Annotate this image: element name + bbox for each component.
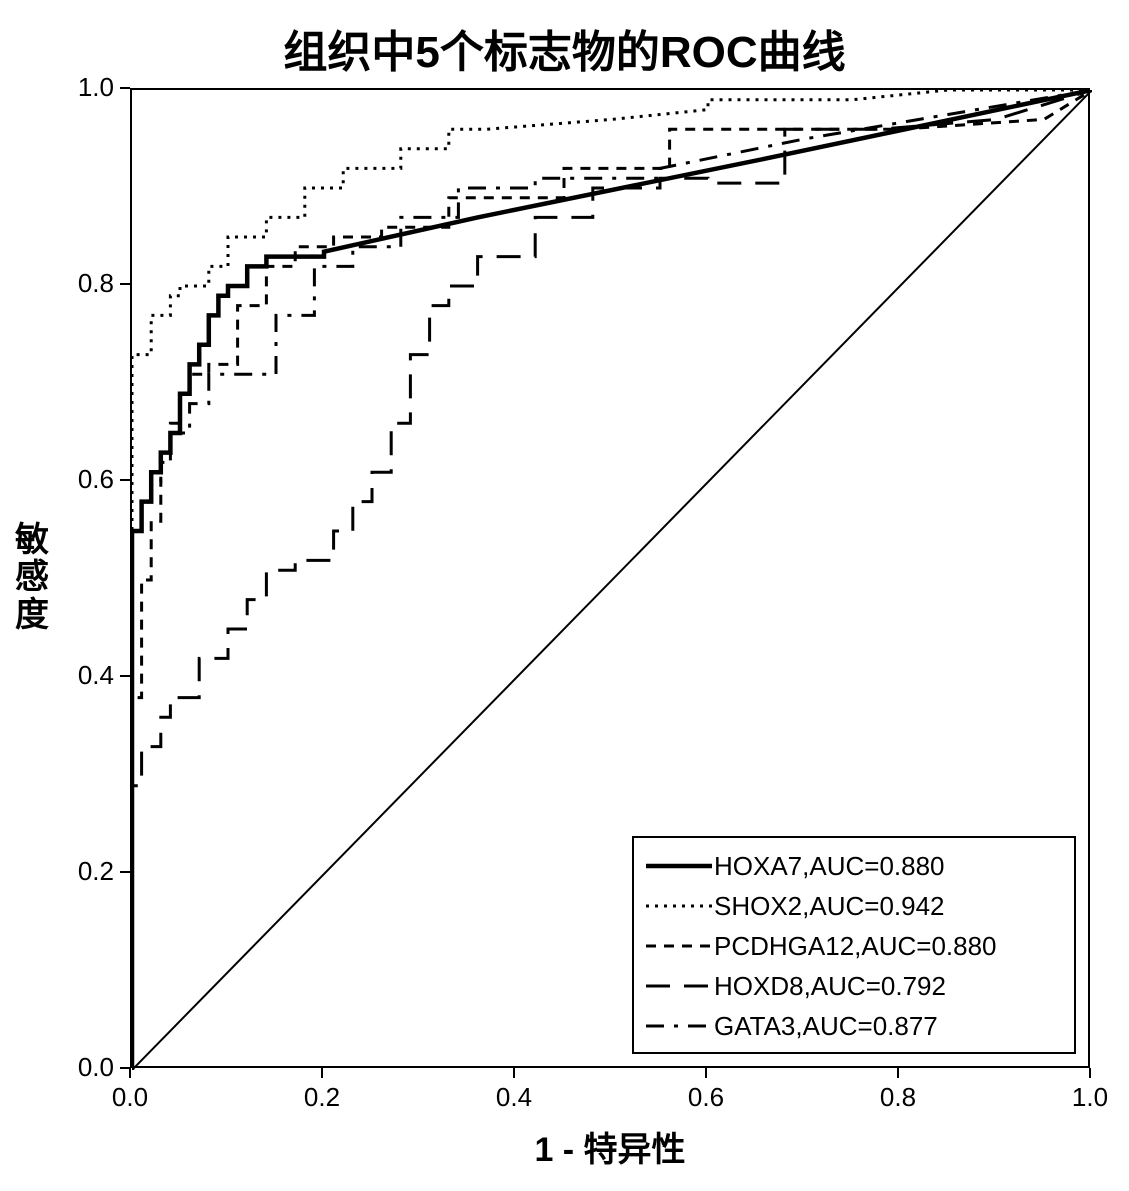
x-tick-mark — [513, 1068, 515, 1078]
legend-item-shox2: SHOX2,AUC=0.942 — [644, 886, 1064, 926]
legend-swatch-gata3 — [644, 1014, 714, 1038]
y-tick-label: 0.4 — [60, 660, 114, 691]
legend-swatch-hoxd8 — [644, 974, 714, 998]
x-tick-mark — [321, 1068, 323, 1078]
y-tick-label: 1.0 — [60, 72, 114, 103]
legend-swatch-hoxa7 — [644, 854, 714, 878]
legend-label-shox2: SHOX2,AUC=0.942 — [714, 891, 945, 922]
y-tick-mark — [120, 87, 130, 89]
x-tick-label: 0.6 — [676, 1082, 736, 1113]
x-axis-label: 1 - 特异性 — [130, 1122, 1090, 1171]
y-axis-label-char: 度 — [15, 596, 49, 634]
legend-item-gata3: GATA3,AUC=0.877 — [644, 1006, 1064, 1046]
y-tick-label: 0.2 — [60, 856, 114, 887]
x-tick-label: 0.0 — [100, 1082, 160, 1113]
y-tick-label: 0.8 — [60, 268, 114, 299]
y-tick-mark — [120, 675, 130, 677]
x-tick-mark — [705, 1068, 707, 1078]
legend: HOXA7,AUC=0.880 SHOX2,AUC=0.942 PCDHGA12,A… — [632, 836, 1076, 1054]
x-tick-mark — [897, 1068, 899, 1078]
x-tick-label: 0.8 — [868, 1082, 928, 1113]
roc-chart: 组织中5个标志物的ROC曲线 敏感度 1 - 特异性 HOXA7,AUC=0.8… — [0, 0, 1129, 1191]
y-axis-label: 敏感度 — [12, 522, 52, 634]
x-tick-label: 0.2 — [292, 1082, 352, 1113]
legend-item-hoxd8: HOXD8,AUC=0.792 — [644, 966, 1064, 1006]
chart-title: 组织中5个标志物的ROC曲线 — [0, 16, 1129, 80]
y-tick-mark — [120, 283, 130, 285]
x-tick-mark — [1089, 1068, 1091, 1078]
legend-swatch-pcdhga12 — [644, 934, 714, 958]
legend-label-hoxa7: HOXA7,AUC=0.880 — [714, 851, 945, 882]
x-tick-label: 1.0 — [1060, 1082, 1120, 1113]
y-tick-label: 0.6 — [60, 464, 114, 495]
y-tick-mark — [120, 479, 130, 481]
legend-label-gata3: GATA3,AUC=0.877 — [714, 1011, 938, 1042]
y-tick-mark — [120, 1067, 130, 1069]
legend-label-hoxd8: HOXD8,AUC=0.792 — [714, 971, 946, 1002]
legend-label-pcdhga12: PCDHGA12,AUC=0.880 — [714, 931, 997, 962]
legend-item-hoxa7: HOXA7,AUC=0.880 — [644, 846, 1064, 886]
legend-swatch-shox2 — [644, 894, 714, 918]
y-tick-label: 0.0 — [60, 1052, 114, 1083]
y-axis-label-char: 感 — [15, 558, 49, 596]
x-tick-mark — [129, 1068, 131, 1078]
y-axis-label-char: 敏 — [15, 521, 49, 559]
y-tick-mark — [120, 871, 130, 873]
legend-item-pcdhga12: PCDHGA12,AUC=0.880 — [644, 926, 1064, 966]
x-tick-label: 0.4 — [484, 1082, 544, 1113]
